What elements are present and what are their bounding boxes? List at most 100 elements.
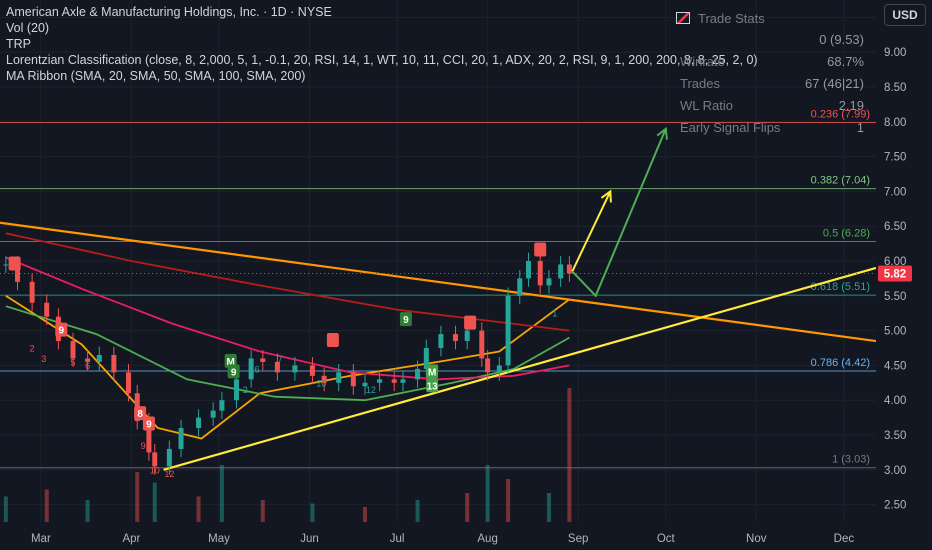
signal-text: 9 [146,420,152,431]
signal-text: 9 [59,326,65,337]
y-tick-label: 4.00 [884,395,906,407]
indicator-vol[interactable]: Vol (20) [6,21,50,35]
volume-bar [310,503,315,528]
bar-count: 6 [85,361,90,371]
trend-line-descending [0,221,877,343]
y-tick-label: 8.00 [884,117,906,129]
y-tick-label: 5.00 [884,326,906,338]
volume-bar [546,493,551,528]
signal-badge [8,256,21,271]
ma-line [5,295,570,440]
indicator-lorentzian[interactable]: Lorentzian Classification (close, 8, 2,0… [6,53,758,67]
candle [526,261,532,279]
chart-title: American Axle & Manufacturing Holdings, … [6,5,332,19]
fib-label: 0.5 (6.28) [823,228,870,240]
x-tick-label: Nov [746,533,767,545]
signal-badge [426,378,439,393]
trend-line-ascending [163,266,877,471]
y-tick-label: 7.50 [884,152,906,164]
candle [210,410,216,418]
arrow-head [656,126,668,140]
trade-stats-title: Trade Stats [698,10,765,26]
volume-bar [363,507,367,528]
volume-bar [506,479,511,528]
candle [321,375,327,383]
bar-count: 9 [141,441,146,451]
bar-count: 12 [164,469,174,479]
candle [152,452,158,467]
candle [391,379,397,383]
candle [248,358,254,380]
candle [70,341,76,359]
projection-arrow [571,190,612,272]
signal-text: 9 [231,367,237,378]
x-tick-label: Oct [657,533,676,545]
y-tick-label: 7.00 [884,186,906,198]
candle [438,334,444,348]
candle [44,302,50,317]
y-tick-label: 6.00 [884,256,906,268]
candle [453,334,459,342]
volume-bar [567,388,572,528]
x-tick-label: Jun [300,533,319,545]
candle [292,365,298,373]
signal-text: 9 [403,315,409,326]
time-axis-bg [0,522,876,550]
signal-text: M [227,357,235,368]
candle [558,264,564,279]
stats-row-early-flips: Early Signal Flips 1 [680,119,864,135]
signal-badge [55,322,68,337]
fib-label: 0.618 (5.51) [811,281,870,293]
y-tick-label: 3.00 [884,465,906,477]
fib-levels: 0.236 (7.99) 0.382 (7.04) 0.5 (6.28) 0.618 … [0,108,876,469]
bar-count: 2 [243,385,248,395]
volume-bar [219,465,224,528]
stats-row: 0 (9.53) [819,31,864,47]
projection-arrow [571,128,667,298]
candle [196,417,202,429]
last-price-label: 5.82 [884,269,906,281]
x-tick-label: Jul [390,533,405,545]
candle [377,379,383,383]
indicator-trp[interactable]: TRP [6,37,31,51]
x-tick-label: Sep [568,533,588,545]
x-tick-label: Dec [834,533,855,545]
candle [125,372,131,394]
candle [496,365,502,373]
last-price-badge [878,265,912,282]
indicator-ma-ribbon[interactable]: MA Ribbon (SMA, 20, SMA, 50, SMA, 100, S… [6,69,306,83]
candle [415,368,421,380]
candle [146,421,152,453]
signal-badge [326,333,339,348]
time-axis[interactable]: Mar Apr May Jun Jul Aug Sep Oct Nov Dec [0,522,876,550]
signal-badge [464,315,477,330]
currency-button[interactable]: USD [884,4,926,26]
bar-count: 5 [70,357,75,367]
candle [260,358,266,362]
stats-row-trades: Trades 67 (46|21) [680,75,864,91]
volume-bar [44,489,49,528]
ma-ribbon [5,232,570,440]
candle [464,330,470,342]
signal-badge [426,364,439,379]
ma-line [5,256,570,381]
y-tick-label: 5.50 [884,291,906,303]
candle [336,372,342,383]
candle [15,264,21,282]
signal-text: 13 [427,381,439,392]
ma-line [5,305,570,402]
fib-label: 0.236 (7.99) [811,108,870,120]
trade-stats-header: Trade Stats [676,8,868,28]
indicator-legend: American Axle & Manufacturing Holdings, … [6,4,758,84]
price-axis[interactable]: 2.50 3.00 3.50 4.00 4.50 5.00 5.50 6.00 6.50 7.00… [876,0,932,550]
trend-lines [0,221,877,471]
y-tick-label: 6.50 [884,221,906,233]
signal-badge [142,416,155,431]
volume-bar [415,500,420,528]
candle [3,264,9,266]
fib-label: 1 (3.03) [832,454,870,466]
ma-line [5,232,570,332]
candle [111,354,117,373]
